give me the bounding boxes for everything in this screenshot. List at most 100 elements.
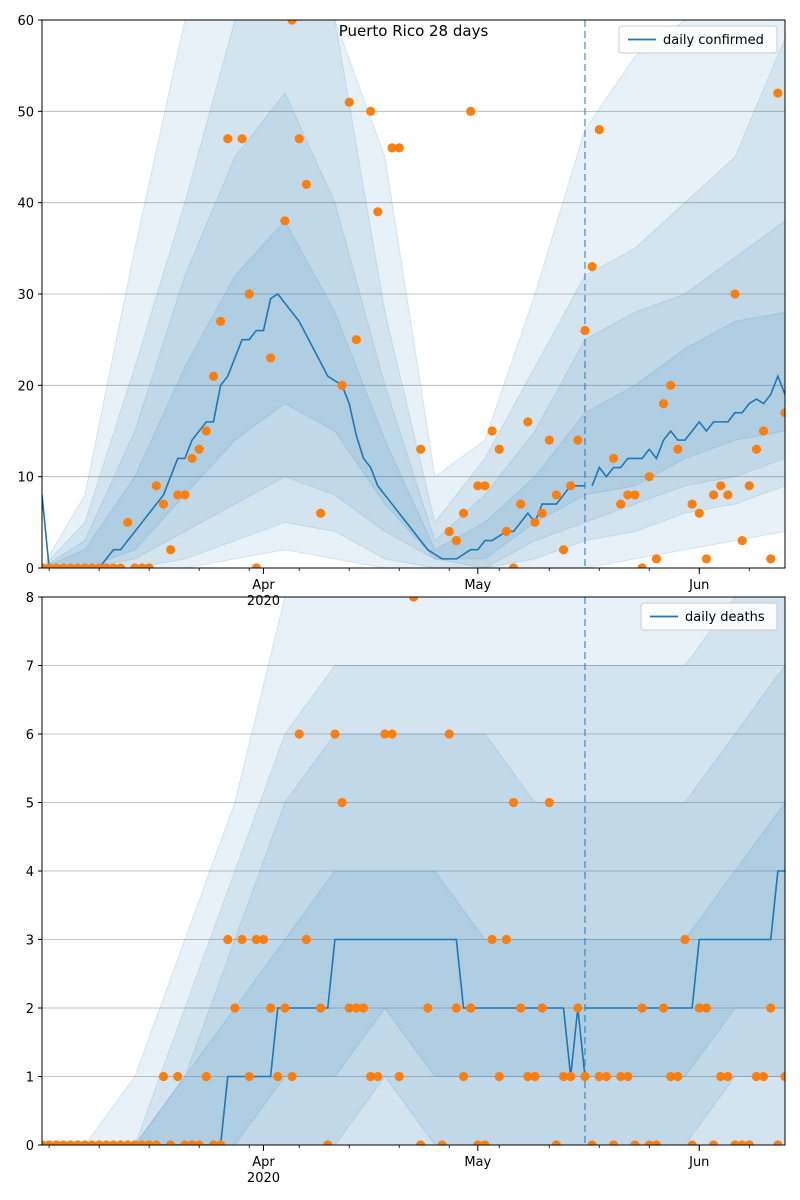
observed-point — [237, 134, 247, 144]
observed-point — [458, 508, 469, 518]
observed-point — [616, 1071, 626, 1082]
observed-point — [366, 106, 376, 116]
observed-point — [201, 426, 211, 436]
observed-point — [73, 1140, 83, 1145]
observed-point — [258, 934, 269, 945]
observed-point — [251, 934, 261, 945]
observed-point — [673, 1071, 683, 1082]
observed-point — [508, 797, 519, 808]
observed-point — [344, 1003, 354, 1013]
observed-point — [544, 797, 554, 808]
observed-point — [266, 353, 276, 363]
observed-point — [601, 1071, 611, 1082]
observed-point — [223, 134, 233, 144]
observed-point — [394, 143, 404, 153]
observed-point — [44, 1140, 54, 1145]
observed-point — [301, 179, 311, 189]
observed-point — [466, 106, 476, 116]
observed-point — [373, 207, 383, 217]
observed-point — [480, 1140, 490, 1145]
observed-point — [280, 216, 290, 226]
observed-point — [87, 563, 97, 568]
observed-point — [730, 289, 740, 299]
observed-point — [437, 1140, 447, 1145]
observed-point — [444, 729, 454, 739]
observed-point — [173, 1071, 183, 1082]
observed-point — [716, 481, 726, 491]
observed-point — [80, 1140, 90, 1145]
chart-title: Puerto Rico 28 days — [339, 22, 489, 40]
observed-point — [130, 1140, 140, 1145]
observed-point — [444, 526, 454, 537]
observed-point — [551, 1140, 561, 1145]
observed-point — [337, 380, 347, 390]
observed-point — [751, 1071, 762, 1082]
x-tick-sublabel: 2020 — [247, 1171, 280, 1186]
observed-point — [230, 1003, 240, 1013]
observed-point — [580, 1071, 590, 1082]
observed-point — [651, 1140, 662, 1145]
observed-point — [594, 1071, 604, 1082]
uncertainty-band — [42, 92, 785, 568]
observed-point — [358, 1003, 369, 1013]
observed-point — [508, 563, 519, 568]
observed-point — [194, 1140, 204, 1145]
observed-point — [573, 1003, 583, 1013]
observed-point — [780, 1071, 785, 1082]
observed-point — [137, 563, 147, 568]
y-tick-label: 7 — [26, 660, 34, 675]
observed-point — [187, 1140, 197, 1145]
observed-point — [423, 1003, 433, 1013]
observed-point — [330, 729, 340, 739]
observed-point — [180, 490, 190, 500]
observed-point — [630, 1140, 640, 1145]
observed-point — [658, 1003, 669, 1013]
observed-point — [744, 1140, 754, 1145]
observed-point — [344, 97, 354, 107]
observed-point — [523, 417, 533, 427]
forecast-series-line — [584, 870, 785, 1009]
observed-point — [387, 143, 397, 153]
observed-point — [165, 545, 176, 555]
observed-point — [530, 517, 540, 527]
legend-label: daily deaths — [685, 610, 765, 625]
observed-point — [673, 444, 683, 454]
observed-point — [687, 1140, 697, 1145]
observed-point — [494, 444, 504, 454]
observed-point — [666, 380, 676, 390]
observed-point — [337, 797, 347, 808]
observed-point — [394, 1071, 404, 1082]
observed-point — [208, 371, 219, 381]
observed-point — [530, 1071, 540, 1082]
observed-point — [94, 1140, 104, 1145]
uncertainty-band — [42, 220, 785, 568]
observed-point — [644, 1140, 654, 1145]
observed-point — [151, 1140, 161, 1145]
observed-point — [130, 563, 140, 568]
observed-point — [208, 1140, 219, 1145]
observed-point — [451, 1003, 461, 1013]
observed-point — [101, 1140, 111, 1145]
observed-point — [580, 325, 590, 336]
observed-point — [694, 508, 704, 518]
observed-point — [708, 1140, 719, 1145]
observed-point — [758, 1071, 769, 1082]
observed-point — [516, 499, 526, 509]
observed-point — [701, 554, 712, 564]
observed-point — [316, 508, 326, 518]
observed-point — [216, 316, 226, 326]
observed-point — [566, 1071, 576, 1082]
observed-point — [115, 1140, 126, 1145]
x-tick-label: Jun — [688, 1155, 709, 1170]
observed-point — [473, 1140, 483, 1145]
observed-point — [680, 934, 690, 945]
x-tick-label: Jun — [688, 578, 709, 593]
observed-point — [273, 1071, 283, 1082]
observed-point — [587, 1140, 597, 1145]
observed-point — [723, 1071, 733, 1082]
observed-point — [537, 508, 547, 518]
observed-point — [294, 134, 304, 144]
forecast-series-line — [591, 374, 785, 487]
